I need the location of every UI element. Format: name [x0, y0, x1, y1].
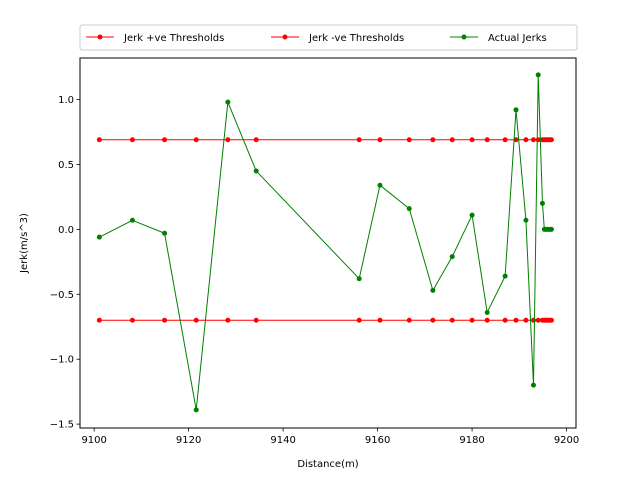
y-tick-label: 0.0 — [58, 225, 74, 236]
actual-jerk-point — [406, 206, 412, 212]
y-axis-label: Jerk(m/s^3) — [19, 213, 30, 274]
x-tick-label: 9180 — [459, 435, 484, 446]
actual-jerk-point — [539, 200, 545, 206]
negative-threshold-point — [225, 317, 231, 323]
negative-threshold-point — [377, 317, 383, 323]
x-tick-label: 9120 — [176, 435, 201, 446]
negative-threshold-point — [449, 317, 455, 323]
positive-threshold-point — [356, 137, 362, 143]
positive-threshold-point — [129, 137, 135, 143]
axis-ticks: 9100 9120 9140 9160 9180 9200 −1.5 −1.0 −0.5 0.0 0… — [50, 95, 580, 446]
x-tick-label: 9200 — [554, 435, 579, 446]
y-tick-label: −1.0 — [50, 355, 74, 366]
negative-threshold-point — [129, 317, 135, 323]
y-tick-label: 0.5 — [58, 160, 74, 171]
negative-threshold-point — [535, 317, 541, 323]
legend-entry-negative-thresholds: Jerk -ve Thresholds — [271, 33, 404, 44]
negative-threshold-point — [530, 317, 536, 323]
actual-jerk-point — [530, 382, 536, 388]
actual-jerk-point — [193, 407, 199, 413]
actual-jerk-point — [484, 309, 490, 315]
positive-threshold-point — [96, 137, 102, 143]
positive-threshold-point — [530, 137, 536, 143]
x-tick-label: 9140 — [270, 435, 295, 446]
y-tick-label: 1.0 — [58, 95, 74, 106]
actual-jerk-point — [469, 212, 475, 218]
negative-threshold-point — [484, 317, 490, 323]
positive-threshold-point — [193, 137, 199, 143]
legend-entry-actual-jerks: Actual Jerks — [450, 33, 547, 44]
positive-threshold-point — [225, 137, 231, 143]
actual-jerk-point — [225, 99, 231, 105]
legend-entry-positive-thresholds: Jerk +ve Thresholds — [86, 33, 224, 44]
negative-threshold-point — [356, 317, 362, 323]
actual-jerk-point — [96, 234, 102, 240]
negative-threshold-point — [430, 317, 436, 323]
legend-label-actual: Actual Jerks — [488, 33, 547, 44]
negative-threshold-point — [253, 317, 259, 323]
positive-threshold-point — [513, 137, 519, 143]
positive-threshold-point — [162, 137, 168, 143]
negative-threshold-point — [469, 317, 475, 323]
negative-threshold-point — [502, 317, 508, 323]
legend-marker-positive — [97, 34, 103, 40]
actual-jerk-point — [502, 273, 508, 279]
negative-threshold-point — [523, 317, 529, 323]
legend-frame — [79, 24, 578, 51]
actual-jerk-point — [548, 226, 554, 232]
positive-threshold-point — [484, 137, 490, 143]
actual-jerk-point — [430, 287, 436, 293]
positive-threshold-point — [430, 137, 436, 143]
x-tick-label: 9100 — [81, 435, 106, 446]
positive-threshold-point — [406, 137, 412, 143]
actual-jerk-point — [449, 254, 455, 260]
positive-threshold-point — [502, 137, 508, 143]
actual-jerk-point — [513, 107, 519, 113]
positive-threshold-point — [469, 137, 475, 143]
legend-label-positive: Jerk +ve Thresholds — [123, 33, 224, 44]
positive-threshold-point — [377, 137, 383, 143]
negative-threshold-point — [406, 317, 412, 323]
negative-threshold-point — [162, 317, 168, 323]
legend: Jerk +ve Thresholds Jerk -ve Thresholds … — [79, 24, 578, 51]
legend-label-negative: Jerk -ve Thresholds — [308, 33, 404, 44]
positive-threshold-point — [449, 137, 455, 143]
negative-threshold-point — [193, 317, 199, 323]
x-tick-label: 9160 — [365, 435, 390, 446]
x-axis-label: Distance(m) — [297, 459, 358, 470]
legend-marker-negative — [282, 34, 288, 40]
positive-threshold-point — [548, 137, 554, 143]
actual-jerk-point — [377, 182, 383, 188]
series-layer — [96, 72, 554, 413]
negative-threshold-point — [548, 317, 554, 323]
positive-threshold-point — [523, 137, 529, 143]
plot-frame — [79, 57, 577, 429]
y-tick-label: −0.5 — [50, 290, 74, 301]
negative-threshold-point — [513, 317, 519, 323]
negative-threshold-point — [96, 317, 102, 323]
actual-jerk-point — [535, 72, 541, 78]
actual-jerk-point — [162, 230, 168, 236]
actual-jerk-point — [129, 217, 135, 223]
legend-marker-actual — [461, 34, 467, 40]
actual-jerk-point — [253, 168, 259, 174]
actual-jerk-point — [356, 276, 362, 282]
actual-jerk-point — [523, 217, 529, 223]
positive-threshold-point — [253, 137, 259, 143]
y-tick-label: −1.5 — [50, 420, 74, 431]
